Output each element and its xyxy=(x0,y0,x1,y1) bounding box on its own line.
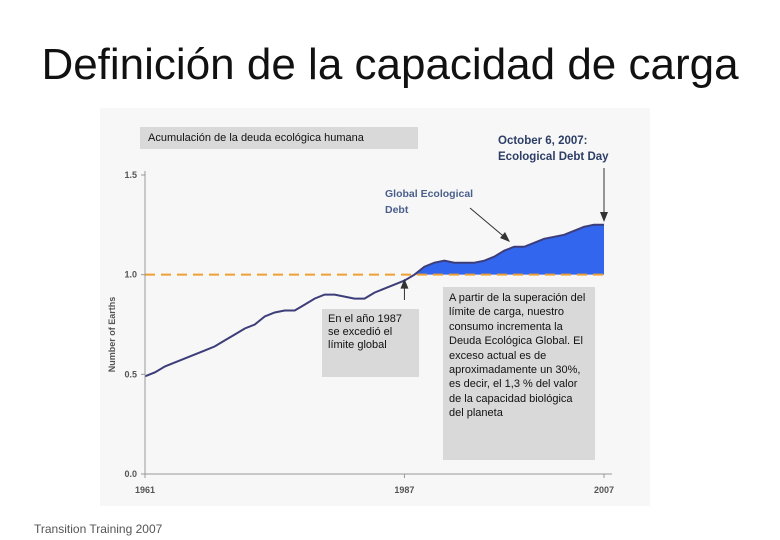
slide-title: Definición de la capacidad de carga xyxy=(41,40,739,89)
y-tick-label: 0.0 xyxy=(124,469,137,479)
year-1987-arrowhead xyxy=(400,278,409,289)
y-tick-label: 0.5 xyxy=(124,369,137,379)
global-debt-label: Global Ecological xyxy=(385,188,473,200)
global-debt-label: Debt xyxy=(385,204,409,216)
x-tick-label: 1987 xyxy=(394,485,414,495)
footprint-series-line xyxy=(144,223,604,378)
x-tick-label: 2007 xyxy=(594,485,614,495)
global-debt-arrow xyxy=(469,207,509,241)
excess-explanation-note: A partir de la superación del límite de … xyxy=(443,287,595,460)
global-debt-arrowhead xyxy=(500,232,510,242)
footer-credit: Transition Training 2007 xyxy=(34,522,163,536)
exceeded-limit-note: En el año 1987 se excedió el límite glob… xyxy=(322,309,419,377)
y-tick-label: 1.5 xyxy=(124,170,137,180)
y-tick-label: 1.0 xyxy=(124,270,137,280)
x-tick-label: 1961 xyxy=(135,485,155,495)
debt-day-label: Ecological Debt Day xyxy=(498,151,609,163)
debt-day-arrowhead xyxy=(600,212,608,222)
y-axis-label: Number of Earths xyxy=(107,297,117,373)
chart-title-label: Acumulación de la deuda ecológica humana xyxy=(140,127,418,149)
debt-day-label: October 6, 2007: xyxy=(498,135,587,147)
